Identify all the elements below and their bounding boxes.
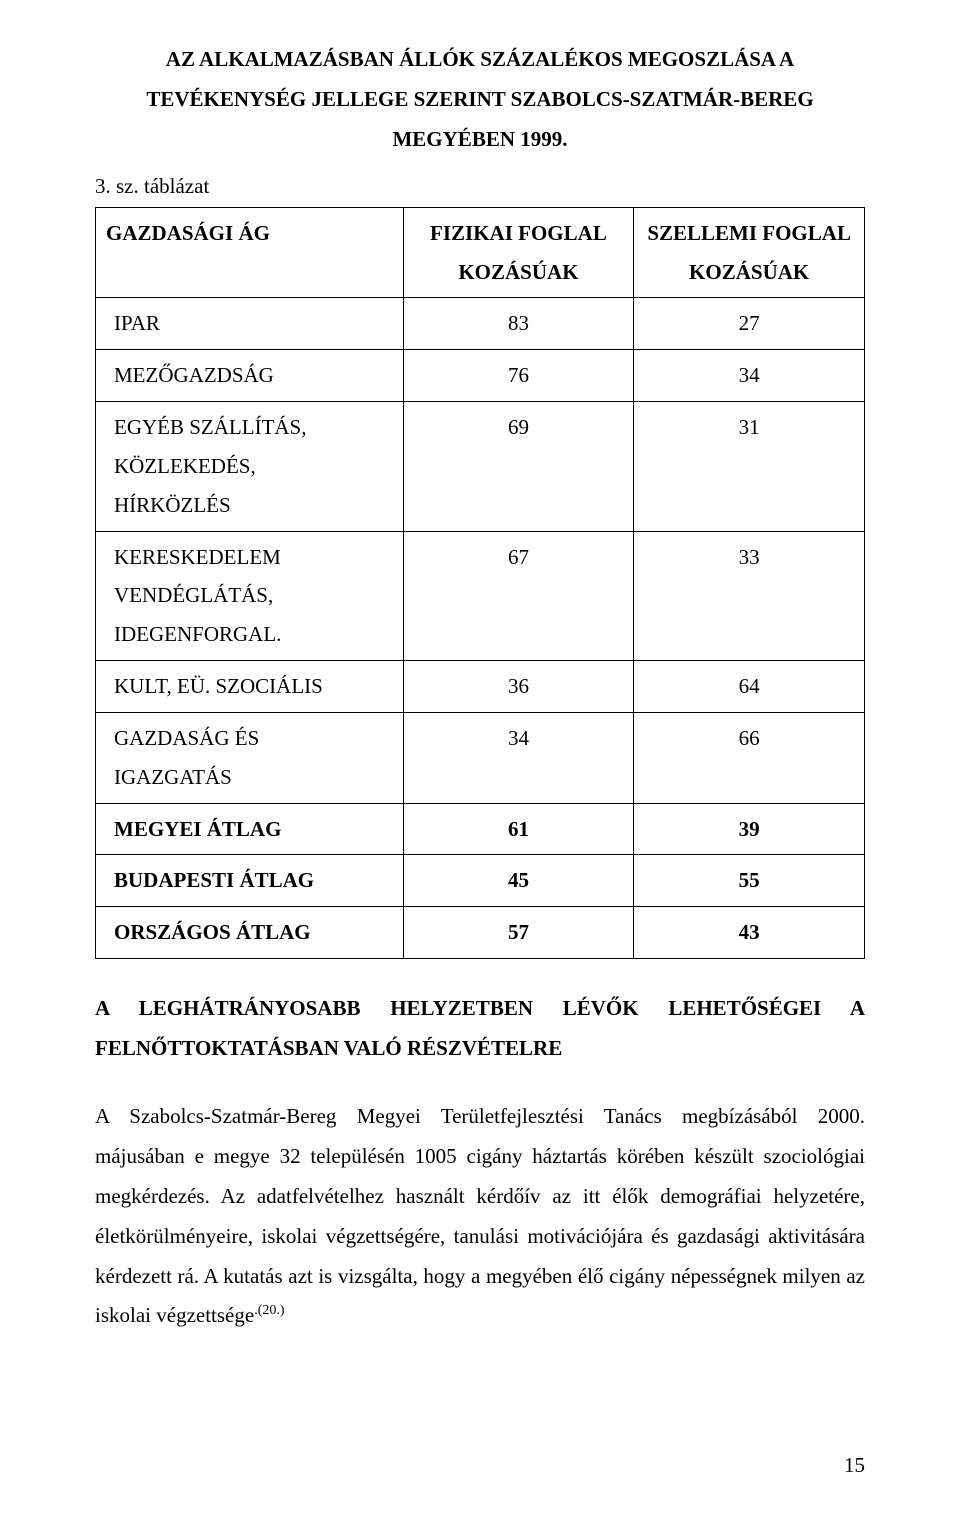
row-value-1: 69 bbox=[403, 402, 634, 532]
row-label: MEGYEI ÁTLAG bbox=[96, 803, 404, 855]
table-row: EGYÉB SZÁLLÍTÁS, KÖZLEKEDÉS, HÍRKÖZLÉS 6… bbox=[96, 402, 865, 532]
row-label: KULT, EÜ. SZOCIÁLIS bbox=[96, 661, 404, 713]
row-value-2: 39 bbox=[634, 803, 865, 855]
row-label: EGYÉB SZÁLLÍTÁS, KÖZLEKEDÉS, HÍRKÖZLÉS bbox=[96, 402, 404, 532]
table-row: IPAR 83 27 bbox=[96, 298, 865, 350]
row-value-2: 64 bbox=[634, 661, 865, 713]
row-value-2: 27 bbox=[634, 298, 865, 350]
table-row: KULT, EÜ. SZOCIÁLIS 36 64 bbox=[96, 661, 865, 713]
page-number: 15 bbox=[844, 1453, 865, 1478]
page-title: AZ ALKALMAZÁSBAN ÁLLÓK SZÁZALÉKOS MEGOSZ… bbox=[95, 40, 865, 160]
table-row: MEZŐGAZDSÁG 76 34 bbox=[96, 350, 865, 402]
table-row: MEGYEI ÁTLAG 61 39 bbox=[96, 803, 865, 855]
row-label: KERESKEDELEM VENDÉGLÁTÁS, IDEGENFORGAL. bbox=[96, 531, 404, 661]
data-table: GAZDASÁGI ÁG FIZIKAI FOGLAL KOZÁSÚAK SZE… bbox=[95, 207, 865, 960]
table-row: BUDAPESTI ÁTLAG 45 55 bbox=[96, 855, 865, 907]
title-line-2: TEVÉKENYSÉG JELLEGE SZERINT SZABOLCS-SZA… bbox=[146, 87, 813, 111]
row-value-2: 43 bbox=[634, 907, 865, 959]
paragraph-text: A Szabolcs-Szatmár-Bereg Megyei Területf… bbox=[95, 1104, 865, 1327]
row-value-1: 61 bbox=[403, 803, 634, 855]
row-label: GAZDASÁG ÉS IGAZGATÁS bbox=[96, 712, 404, 803]
table-row: ORSZÁGOS ÁTLAG 57 43 bbox=[96, 907, 865, 959]
row-label: MEZŐGAZDSÁG bbox=[96, 350, 404, 402]
table-row: GAZDASÁG ÉS IGAZGATÁS 34 66 bbox=[96, 712, 865, 803]
table-caption: 3. sz. táblázat bbox=[95, 174, 865, 199]
row-value-2: 55 bbox=[634, 855, 865, 907]
row-value-1: 34 bbox=[403, 712, 634, 803]
row-label: ORSZÁGOS ÁTLAG bbox=[96, 907, 404, 959]
footnote-reference: .(20.) bbox=[254, 1303, 284, 1318]
row-label: IPAR bbox=[96, 298, 404, 350]
row-value-2: 31 bbox=[634, 402, 865, 532]
row-value-1: 83 bbox=[403, 298, 634, 350]
body-paragraph: A Szabolcs-Szatmár-Bereg Megyei Területf… bbox=[95, 1097, 865, 1336]
title-line-3: MEGYÉBEN 1999. bbox=[392, 127, 567, 151]
row-value-2: 34 bbox=[634, 350, 865, 402]
header-col-2: FIZIKAI FOGLAL KOZÁSÚAK bbox=[403, 207, 634, 298]
row-value-1: 67 bbox=[403, 531, 634, 661]
header-col-3: SZELLEMI FOGLAL KOZÁSÚAK bbox=[634, 207, 865, 298]
title-line-1: AZ ALKALMAZÁSBAN ÁLLÓK SZÁZALÉKOS MEGOSZ… bbox=[166, 47, 794, 71]
row-value-1: 76 bbox=[403, 350, 634, 402]
row-value-1: 36 bbox=[403, 661, 634, 713]
row-value-1: 57 bbox=[403, 907, 634, 959]
row-label: BUDAPESTI ÁTLAG bbox=[96, 855, 404, 907]
header-col-1: GAZDASÁGI ÁG bbox=[96, 207, 404, 298]
table-header-row: GAZDASÁGI ÁG FIZIKAI FOGLAL KOZÁSÚAK SZE… bbox=[96, 207, 865, 298]
row-value-2: 33 bbox=[634, 531, 865, 661]
table-row: KERESKEDELEM VENDÉGLÁTÁS, IDEGENFORGAL. … bbox=[96, 531, 865, 661]
row-value-2: 66 bbox=[634, 712, 865, 803]
row-value-1: 45 bbox=[403, 855, 634, 907]
section-heading: A LEGHÁTRÁNYOSABB HELYZETBEN LÉVŐK LEHET… bbox=[95, 989, 865, 1069]
